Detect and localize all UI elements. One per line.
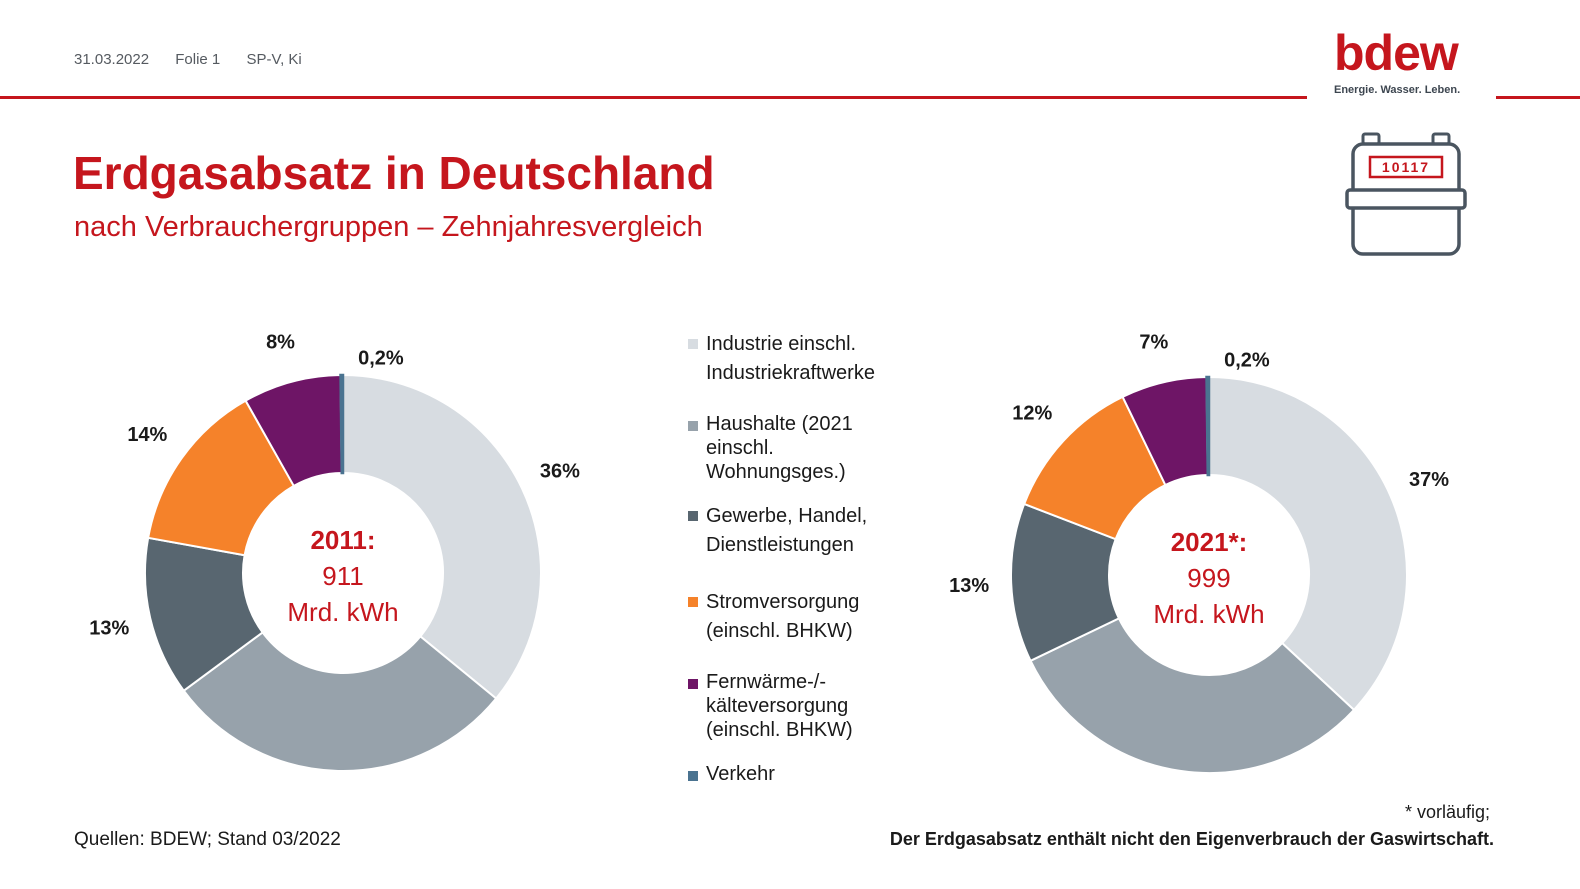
legend-label-line: (einschl. BHKW) bbox=[706, 620, 853, 642]
legend-swatch bbox=[688, 339, 698, 349]
center-value-1: 999 bbox=[1187, 563, 1230, 593]
center-year-0: 2011: bbox=[310, 525, 375, 555]
legend-label-line: kälteversorgung bbox=[706, 695, 849, 717]
legend-swatch bbox=[688, 597, 698, 607]
legend-swatch bbox=[688, 679, 698, 689]
data-label-industrie-0: 36% bbox=[540, 460, 580, 482]
legend-label-line: Verkehr bbox=[706, 763, 775, 785]
legend-label-line: Dienstleistungen bbox=[706, 534, 854, 556]
legend-swatch bbox=[688, 511, 698, 521]
legend-label-line: einschl. bbox=[706, 437, 774, 459]
header-slide: Folie 1 bbox=[175, 51, 221, 68]
logo-wordmark: bdew bbox=[1334, 25, 1459, 81]
legend-label: Haushalte (2021 einschl. Wohnungsges.) bbox=[706, 412, 853, 484]
slice-haushalte-1 bbox=[1029, 617, 1356, 774]
data-label-verkehr-0: 0,2% bbox=[358, 348, 404, 370]
data-label-fernwaerme-0: 8% bbox=[266, 331, 295, 353]
data-label-gewerbe-1: 13% bbox=[949, 575, 989, 597]
data-label-fernwaerme-1: 7% bbox=[1139, 331, 1168, 353]
data-label-industrie-1: 37% bbox=[1409, 469, 1449, 491]
header-date: 31.03.2022 bbox=[74, 51, 150, 68]
slice-industrie-1 bbox=[1208, 375, 1408, 712]
legend-label-line: Stromversorgung bbox=[706, 591, 860, 613]
footnote-bold: Der Erdgasabsatz enthält nicht den Eigen… bbox=[889, 829, 1494, 849]
logo-tagline: Energie. Wasser. Leben. bbox=[1334, 84, 1461, 96]
center-value-0: 911 bbox=[322, 561, 363, 591]
meter-digits: 10117 bbox=[1382, 159, 1430, 175]
legend-label: Industrie einschl. Industriekraftwerke bbox=[706, 330, 875, 388]
legend-label: Fernwärme-/- kälteversorgung (einschl. BHK… bbox=[706, 670, 853, 742]
slice-industrie-0 bbox=[342, 373, 542, 700]
bdew-logo: bdew Energie. Wasser. Leben. bbox=[1334, 28, 1474, 96]
slice-verkehr-1 bbox=[1205, 375, 1211, 477]
legend-swatch bbox=[688, 421, 698, 431]
header-author: SP-V, Ki bbox=[246, 51, 302, 68]
legend-label-line: (einschl. BHKW) bbox=[706, 719, 853, 741]
header-divider-left bbox=[0, 96, 1307, 99]
legend-label-line: Industriekraftwerke bbox=[706, 362, 875, 384]
legend-label: Stromversorgung (einschl. BHKW) bbox=[706, 588, 859, 646]
legend-label: Verkehr bbox=[706, 762, 775, 786]
header-divider-right bbox=[1496, 96, 1580, 99]
header-meta: 31.03.2022 Folie 1 SP-V, Ki bbox=[74, 51, 324, 68]
footnote-preliminary: * vorläufig; bbox=[1404, 802, 1490, 822]
center-unit-1: Mrd. kWh bbox=[1153, 599, 1264, 629]
legend-label-line: Industrie einschl. bbox=[706, 333, 857, 355]
legend-label-line: Fernwärme-/- bbox=[706, 671, 827, 693]
slice-verkehr-0 bbox=[339, 373, 345, 475]
center-unit-0: Mrd. kWh bbox=[287, 597, 398, 627]
data-label-strom-0: 14% bbox=[127, 424, 167, 446]
page-subtitle: nach Verbrauchergruppen – Zehnjahresverg… bbox=[74, 211, 703, 243]
source-note: Quellen: BDEW; Stand 03/2022 bbox=[74, 829, 341, 850]
legend-label-line: Gewerbe, Handel, bbox=[706, 505, 868, 527]
page-title: Erdgasabsatz in Deutschland bbox=[73, 147, 715, 199]
data-label-strom-1: 12% bbox=[1012, 403, 1052, 425]
legend-label-line: Haushalte (2021 bbox=[706, 413, 853, 435]
slice-haushalte-0 bbox=[182, 631, 498, 772]
legend-swatch bbox=[688, 771, 698, 781]
legend-label: Gewerbe, Handel, Dienstleistungen bbox=[706, 502, 867, 560]
gas-meter-icon: 10117 bbox=[1345, 132, 1467, 256]
data-label-gewerbe-0: 13% bbox=[89, 617, 129, 639]
center-year-1: 2021*: bbox=[1171, 527, 1248, 557]
legend-label-line: Wohnungsges.) bbox=[706, 461, 846, 483]
data-label-verkehr-1: 0,2% bbox=[1224, 350, 1270, 372]
